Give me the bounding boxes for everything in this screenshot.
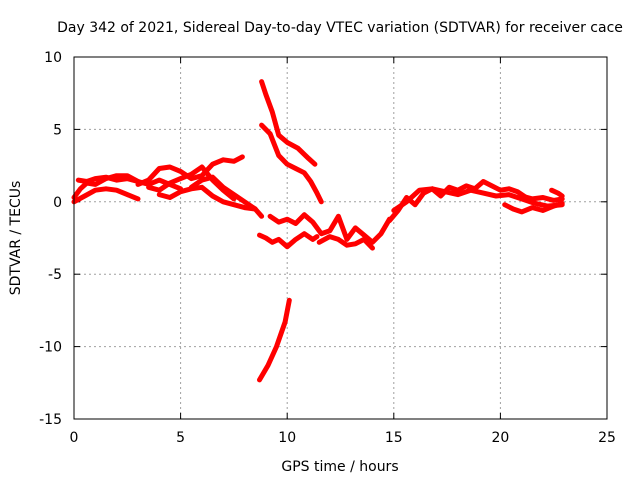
y-axis-label: SDTVAR / TECUs	[8, 181, 24, 296]
y-tick-label: 10	[44, 50, 62, 66]
series-arc-7	[188, 174, 258, 212]
y-tick-label: -15	[39, 412, 62, 428]
series-arc-4	[135, 154, 245, 187]
x-tick-label: 10	[278, 430, 296, 446]
x-axis-label: GPS time / hours	[281, 459, 398, 475]
x-tick-label: 0	[70, 430, 79, 446]
series-arc-6	[156, 184, 265, 219]
series-arc-17	[519, 193, 565, 203]
series-arc-13	[257, 297, 292, 383]
axis-ticks: 0 5 10 15 20 25 -15 -10 -5 0 5 10	[39, 50, 616, 446]
series-arc-2	[71, 186, 141, 205]
grid	[74, 57, 607, 419]
series-arc-9	[267, 212, 392, 245]
x-tick-label: 15	[385, 430, 403, 446]
y-tick-label: -10	[39, 340, 62, 356]
y-tick-label: 0	[53, 195, 62, 211]
series-arc-8	[257, 231, 320, 250]
chart-title: Day 342 of 2021, Sidereal Day-to-day VTE…	[57, 20, 623, 36]
series-arc-18	[549, 187, 565, 199]
y-tick-label: -5	[48, 267, 62, 283]
series-arc-12	[259, 122, 324, 205]
series-arc-15	[391, 186, 565, 213]
y-tick-label: 5	[53, 122, 62, 138]
x-tick-label: 5	[176, 430, 185, 446]
x-tick-label: 20	[491, 430, 509, 446]
series-arc-16	[502, 200, 565, 215]
series-arc-3	[75, 174, 184, 192]
series-arc-10	[316, 234, 375, 251]
series-arc-11	[259, 79, 318, 167]
series-arc-1	[71, 173, 141, 200]
x-tick-label: 25	[598, 430, 616, 446]
plot-frame	[73, 56, 608, 420]
series-arc-14	[387, 179, 529, 224]
data-series	[71, 79, 565, 383]
